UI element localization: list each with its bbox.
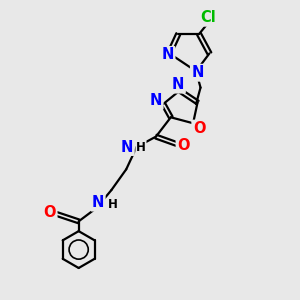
Text: H: H <box>108 198 118 211</box>
Text: N: N <box>121 140 133 154</box>
Text: N: N <box>172 77 184 92</box>
Text: Cl: Cl <box>200 10 216 25</box>
Text: O: O <box>193 121 205 136</box>
Text: N: N <box>92 195 104 210</box>
Text: O: O <box>177 138 190 153</box>
Text: N: N <box>162 47 174 62</box>
Text: N: N <box>150 94 162 109</box>
Text: O: O <box>44 205 56 220</box>
Text: N: N <box>191 65 204 80</box>
Text: H: H <box>136 140 146 154</box>
